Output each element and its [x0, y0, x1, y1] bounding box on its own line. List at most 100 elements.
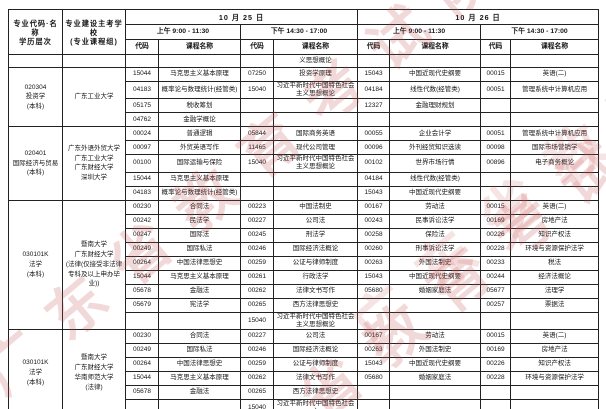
course-name-cell: 金融法	[158, 283, 241, 299]
header-school-line1: 专业建设主考学校	[65, 18, 123, 37]
course-name-cell: 环境与资源保护法学	[510, 370, 600, 386]
course-code-cell: 15040	[240, 398, 274, 409]
course-name-cell: 劳动法	[389, 328, 482, 344]
course-code-cell: 00100	[125, 154, 159, 173]
course-name-cell: 英语(二)	[510, 67, 600, 82]
course-code-cell: 05678	[125, 384, 159, 400]
course-code-cell: 00263	[357, 255, 391, 271]
course-code-cell: 15044	[125, 67, 159, 82]
course-name-cell: 房地产法	[510, 342, 600, 358]
course-code-cell: 00102	[357, 154, 391, 173]
course-name-cell	[389, 384, 482, 400]
header-major-col: 专业代码·名称 学历层次	[8, 9, 63, 55]
header-course-label: 课程名称	[389, 39, 482, 55]
course-name-cell: 马克思主义基本原理	[158, 269, 241, 285]
header-date-row: 专业代码·名称 学历层次 专业建设主考学校 (专业课程组) 10 月 25 日 …	[8, 9, 600, 55]
course-code-cell: 00015	[480, 328, 512, 344]
school-line: (法律(仅接受非法律专科及以上申办毕业))	[65, 260, 123, 288]
course-code-cell: 00051	[480, 126, 512, 142]
course-code-cell: 00233	[480, 255, 512, 271]
schedule-row: 020401 国际经济与贸易 (本科) 广东外语外贸大学 广东工业大学 广东财经大学 深圳大…	[8, 126, 600, 201]
course-name-cell: 国际私法	[158, 342, 241, 358]
course-code-cell: 00265	[240, 297, 274, 313]
major-cell: 030101K 法学 (本科)	[8, 328, 63, 409]
course-name-cell: 公证与律师制度	[272, 356, 359, 372]
course-name-cell	[510, 311, 600, 330]
course-code-cell: 00226	[480, 227, 512, 243]
course-code-cell	[357, 297, 391, 313]
header-school-col: 专业建设主考学校 (专业课程组)	[62, 9, 126, 55]
course-name-cell: 房地产法	[510, 213, 600, 229]
course-code-cell: 00169	[480, 342, 512, 358]
course-name-cell: 金融理财规划	[389, 98, 482, 114]
course-code-cell: 00261	[240, 269, 274, 285]
course-name-cell: 行政法学	[272, 269, 359, 285]
course-code-cell: 00230	[125, 199, 159, 215]
major-line: 国际经济与贸易	[12, 159, 59, 167]
course-name-cell: 公司法	[272, 328, 359, 344]
course-code-cell	[125, 311, 159, 330]
course-code-cell: 00167	[357, 328, 391, 344]
course-code-cell: 00249	[125, 241, 159, 257]
header-code-label: 代码	[240, 39, 274, 55]
course-name-cell: 义思想概论	[272, 54, 359, 68]
course-name-cell: 西方法律思想史	[272, 384, 359, 400]
course-code-cell: 15040	[240, 154, 274, 173]
schedule-row: 04183 概率论与数理统计(经管类) 15043 中国近现代史纲要	[9, 185, 600, 201]
course-code-cell: 15040	[240, 311, 274, 330]
course-code-cell	[480, 171, 512, 187]
course-name-cell: 金融法	[158, 384, 241, 400]
course-name-cell: 习近平新时代中国特色社会主义思想概论	[272, 311, 359, 330]
course-name-cell: 习近平新时代中国特色社会主	[272, 398, 359, 409]
header-code-label: 代码	[357, 39, 391, 55]
course-code-cell	[480, 311, 512, 330]
course-name-cell: 线性代数(经管类)	[389, 80, 482, 100]
course-name-cell: 世界市场行情	[389, 154, 482, 173]
header-code-label: 代码	[125, 39, 159, 55]
course-name-cell: 管理系统中计算机应用	[510, 80, 600, 100]
schedule-row: 04762 金融学概论	[9, 112, 600, 128]
course-code-cell: 00227	[240, 213, 274, 229]
school-line: 广东财经大学	[74, 164, 114, 172]
course-name-cell	[272, 171, 359, 187]
course-code-cell	[125, 54, 159, 68]
course-name-cell	[510, 171, 600, 187]
course-name-cell: 中国近现代史纲要	[389, 269, 482, 285]
course-code-cell: 05175	[125, 98, 159, 114]
course-code-cell: 00223	[240, 199, 274, 215]
course-name-cell: 马克思主义基本原理	[158, 370, 241, 386]
course-name-cell: 国际商务英语	[272, 126, 359, 142]
course-name-cell: 刑法学	[272, 227, 359, 243]
course-name-cell: 马克思主义基本原理	[158, 171, 241, 187]
school-cell	[62, 54, 126, 68]
schedule-header: 专业代码·名称 学历层次 专业建设主考学校 (专业课程组) 10 月 25 日 …	[8, 9, 600, 55]
course-code-cell: 00230	[125, 328, 159, 344]
major-cell: 020401 国际经济与贸易 (本科)	[8, 126, 63, 201]
course-code-cell: 00249	[125, 342, 159, 358]
course-name-cell: 票据法	[510, 297, 600, 313]
course-name-cell: 外国法制史	[389, 342, 482, 358]
school-line: 广东外语外贸大学	[68, 144, 120, 152]
course-name-cell: 外刊经贸知识选读	[389, 140, 482, 156]
header-course-label: 课程名称	[272, 39, 359, 55]
schedule-row: 04183 概率论与数理统计(经管类) 15040 习近平新时代中国特色社会主义思想概…	[9, 80, 600, 100]
major-cell: 030101K 法学 (本科)	[8, 199, 63, 330]
course-name-cell: 习近平新时代中国特色社会主义思想概论	[272, 154, 359, 173]
course-code-cell: 00015	[480, 67, 512, 82]
course-name-cell: 税法	[510, 255, 600, 271]
course-code-cell	[357, 384, 391, 400]
course-code-cell: 00226	[480, 356, 512, 372]
course-code-cell	[240, 185, 274, 201]
course-code-cell: 00167	[357, 199, 391, 215]
school-cell: 广东外语外贸大学 广东工业大学 广东财经大学 深圳大学	[62, 126, 126, 201]
course-code-cell	[240, 112, 274, 128]
course-name-cell: 中国近现代史纲要	[389, 67, 482, 82]
course-name-cell: 外贸英语写作	[158, 140, 241, 156]
course-code-cell: 15044	[125, 171, 159, 187]
header-course-label: 课程名称	[158, 39, 241, 55]
course-name-cell	[272, 185, 359, 201]
course-name-cell: 宪法学	[158, 297, 241, 313]
course-name-cell: 国际市场营销学	[510, 140, 600, 156]
course-code-cell: 00246	[240, 342, 274, 358]
school-line: 广东财经大学	[74, 251, 114, 258]
